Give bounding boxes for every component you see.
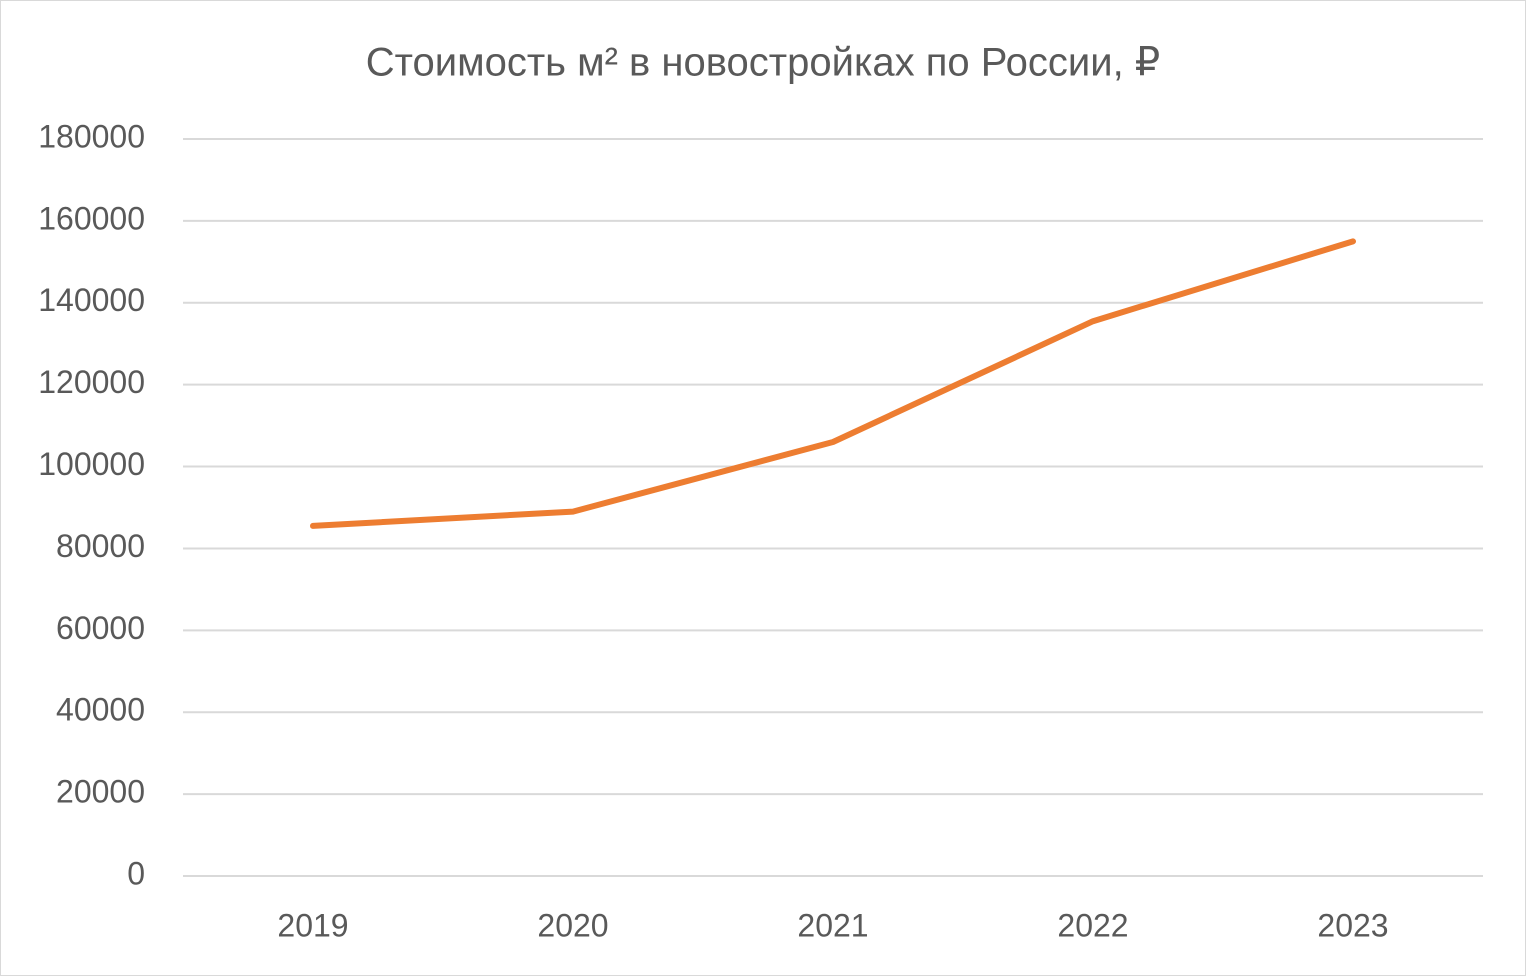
- y-tick-label: 40000: [56, 692, 145, 728]
- y-tick-label: 140000: [38, 282, 145, 318]
- x-tick-label: 2023: [1317, 907, 1388, 943]
- y-tick-label: 120000: [38, 364, 145, 400]
- y-tick-label: 180000: [38, 118, 145, 154]
- x-tick-label: 2022: [1057, 907, 1128, 943]
- y-tick-label: 20000: [56, 774, 145, 810]
- chart-title: Стоимость м² в новостройках по России, ₽: [366, 41, 1161, 85]
- x-tick-label: 2019: [277, 907, 348, 943]
- y-tick-label: 60000: [56, 610, 145, 646]
- y-tick-label: 160000: [38, 200, 145, 236]
- x-tick-label: 2020: [537, 907, 608, 943]
- line: [310, 238, 1356, 529]
- y-tick-label: 0: [127, 855, 145, 891]
- y-tick-label: 100000: [38, 446, 145, 482]
- x-tick-label: 2021: [797, 907, 868, 943]
- y-tick-label: 80000: [56, 528, 145, 564]
